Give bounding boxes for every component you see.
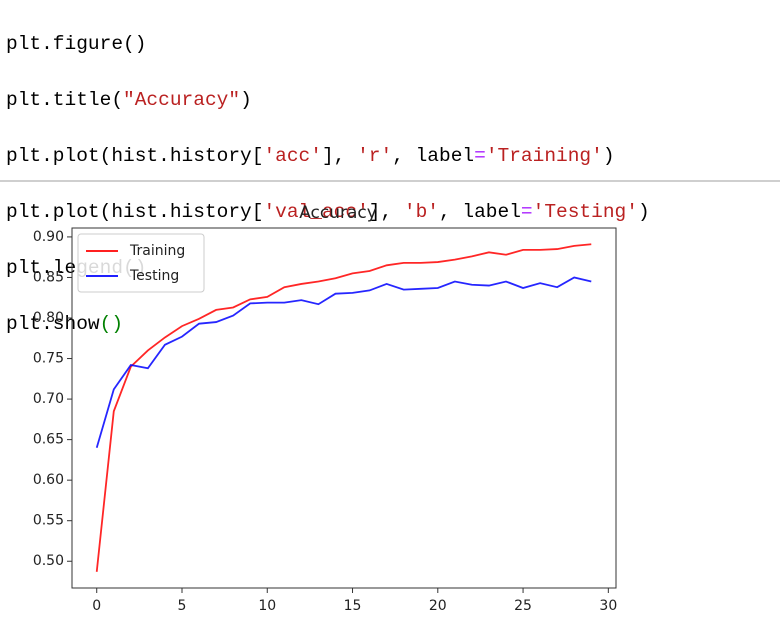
code: ) (637, 201, 650, 223)
code: plt.figure() (6, 33, 147, 55)
x-tick-label: 30 (599, 598, 617, 614)
code: ) (602, 145, 615, 167)
y-tick-label: 0.80 (33, 310, 64, 326)
code-line: plt.plot(hist.history['acc'], 'r', label… (6, 142, 650, 170)
code-paren: () (99, 313, 124, 335)
y-tick-label: 0.85 (33, 269, 64, 285)
code-string: "Accuracy" (123, 89, 241, 111)
code-string: 'r' (357, 145, 393, 167)
code-string: 'val_acc' (263, 201, 369, 223)
x-tick-label: 25 (514, 598, 532, 614)
y-tick-label: 0.55 (33, 513, 64, 529)
code-line: plt.plot(hist.history['val_acc'], 'b', l… (6, 198, 650, 226)
x-tick-label: 15 (344, 598, 362, 614)
code-string: 'Testing' (532, 201, 638, 223)
code-string: 'Training' (485, 145, 603, 167)
code-string: 'acc' (263, 145, 322, 167)
y-tick-label: 0.90 (33, 229, 64, 245)
code-line: plt.show() (6, 310, 650, 338)
code: plt.plot(hist.history[ (6, 145, 264, 167)
code-line: plt.figure() (6, 30, 650, 58)
code: plt.plot(hist.history[ (6, 201, 264, 223)
legend-label: Testing (129, 268, 179, 284)
line-series (95, 243, 592, 572)
y-tick-label: 0.50 (33, 553, 64, 569)
chart-title: Accuracy (299, 203, 377, 223)
x-tick-label: 20 (429, 598, 447, 614)
y-tick-label: 0.70 (33, 391, 64, 407)
code: , label (392, 145, 475, 167)
code-operator: = (474, 145, 486, 167)
y-tick-label: 0.65 (33, 432, 64, 448)
y-tick-label: 0.60 (33, 472, 64, 488)
code: ], (368, 201, 404, 223)
code: ], (321, 145, 358, 167)
x-tick-label: 0 (92, 598, 101, 614)
code: plt.title( (6, 89, 124, 111)
code-string: 'b' (403, 201, 439, 223)
code: , label (439, 201, 521, 223)
line-series (95, 276, 592, 448)
axes-frame (71, 227, 617, 589)
x-tick-label: 5 (178, 598, 187, 614)
code-operator: = (520, 201, 533, 223)
legend-label: Training (129, 243, 185, 259)
x-tick-label: 10 (258, 598, 276, 614)
legend-box (77, 233, 205, 293)
code: ) (240, 89, 252, 111)
code-line: plt.title("Accuracy") (6, 86, 650, 114)
cell-separator (0, 180, 780, 182)
code: plt.show (6, 313, 100, 335)
y-tick-label: 0.75 (33, 351, 64, 367)
